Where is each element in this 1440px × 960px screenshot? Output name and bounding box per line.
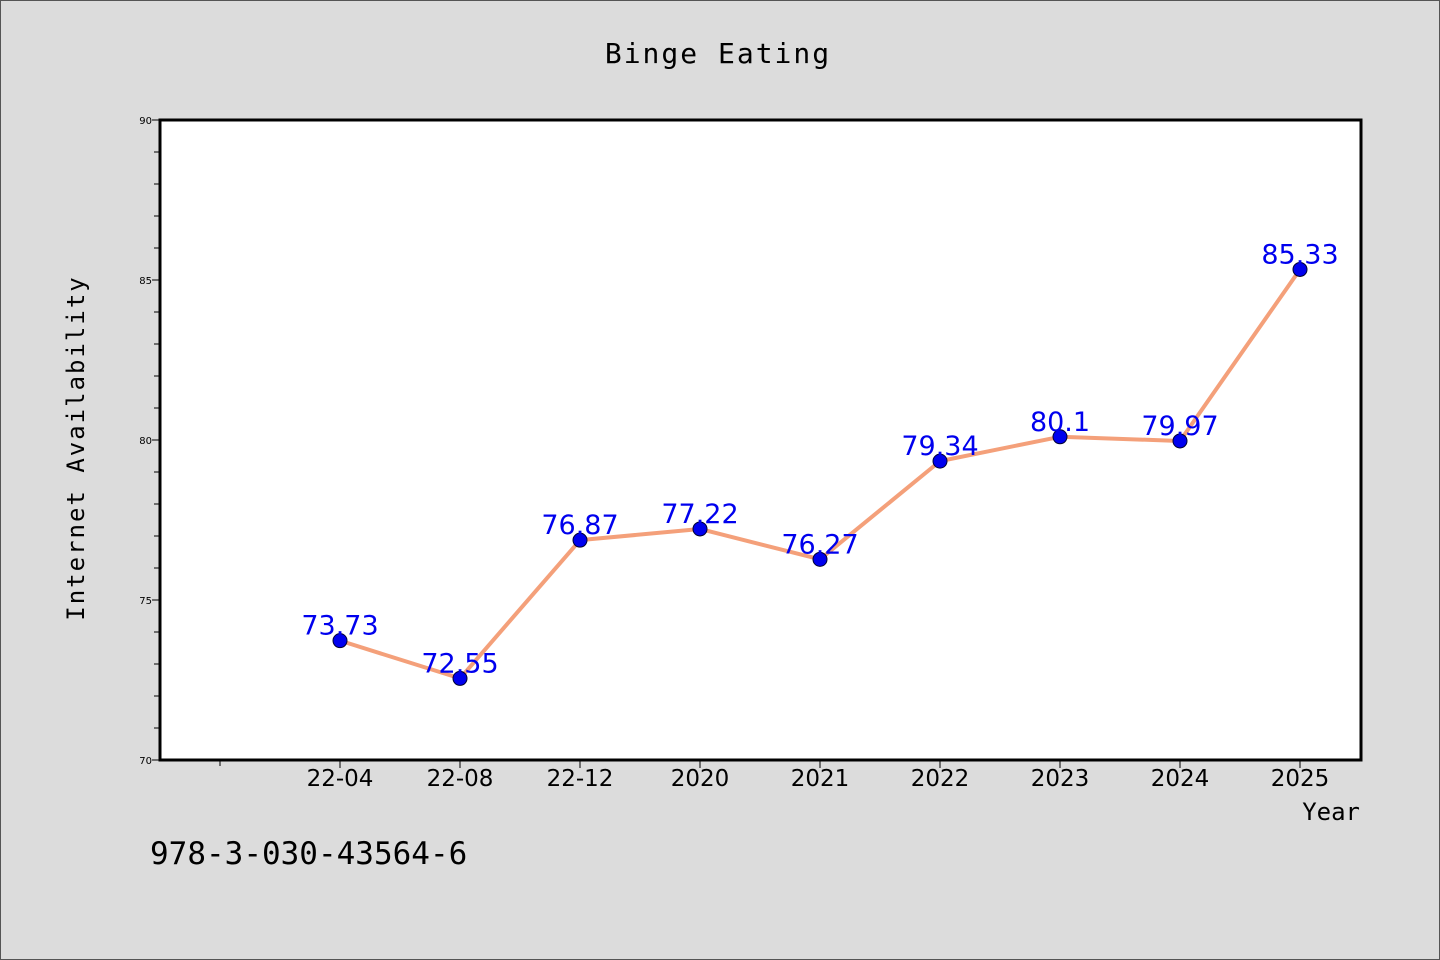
x-tick-label: 2021 (791, 766, 850, 792)
data-label: 85.33 (1261, 239, 1338, 270)
x-tick-label: 2020 (671, 766, 730, 792)
x-tick-label: 22-04 (307, 766, 374, 792)
data-label: 77.22 (661, 499, 738, 530)
data-point (452, 670, 468, 686)
y-tick-label: 85 (139, 276, 152, 287)
x-tick-label: 2023 (1031, 766, 1090, 792)
data-label: 79.34 (901, 431, 978, 462)
data-point (1172, 433, 1188, 449)
x-tick-label: 2022 (911, 766, 970, 792)
data-point (572, 532, 588, 548)
y-tick-label: 90 (139, 116, 152, 127)
data-point (1292, 261, 1308, 277)
data-point (332, 633, 348, 649)
data-label: 73.73 (301, 611, 378, 642)
data-point (692, 521, 708, 537)
y-tick-label: 75 (139, 596, 152, 607)
y-tick-label: 80 (139, 436, 152, 447)
data-point (1052, 429, 1068, 445)
data-label: 80.1 (1030, 407, 1090, 438)
x-tick-label: 22-08 (427, 766, 494, 792)
y-tick-label: 70 (139, 756, 152, 767)
data-label: 79.97 (1141, 411, 1218, 442)
data-point (812, 551, 828, 567)
x-tick-label: 22-12 (547, 766, 614, 792)
data-label: 76.27 (781, 529, 858, 560)
chart-title: Binge Eating (605, 37, 831, 70)
data-label: 76.87 (541, 510, 618, 541)
x-axis-label: Year (1302, 798, 1360, 826)
x-tick-label: 2025 (1271, 766, 1330, 792)
data-label: 72.55 (421, 648, 498, 679)
x-axis: 22-04 22-08 22-12 2020 2021 2022 2023 2024 2025 (219, 760, 1330, 792)
y-axis: 70 75 80 85 90 (139, 116, 160, 767)
footer-isbn: 978-3-030-43564-6 (150, 836, 467, 872)
series-layer: 73.73 72.55 76.87 77.22 76.27 79.34 80.1 79.97 8… (301, 239, 1339, 686)
x-tick-label: 2024 (1151, 766, 1210, 792)
y-axis-label: Internet Availability (62, 275, 90, 620)
data-point (932, 453, 948, 469)
